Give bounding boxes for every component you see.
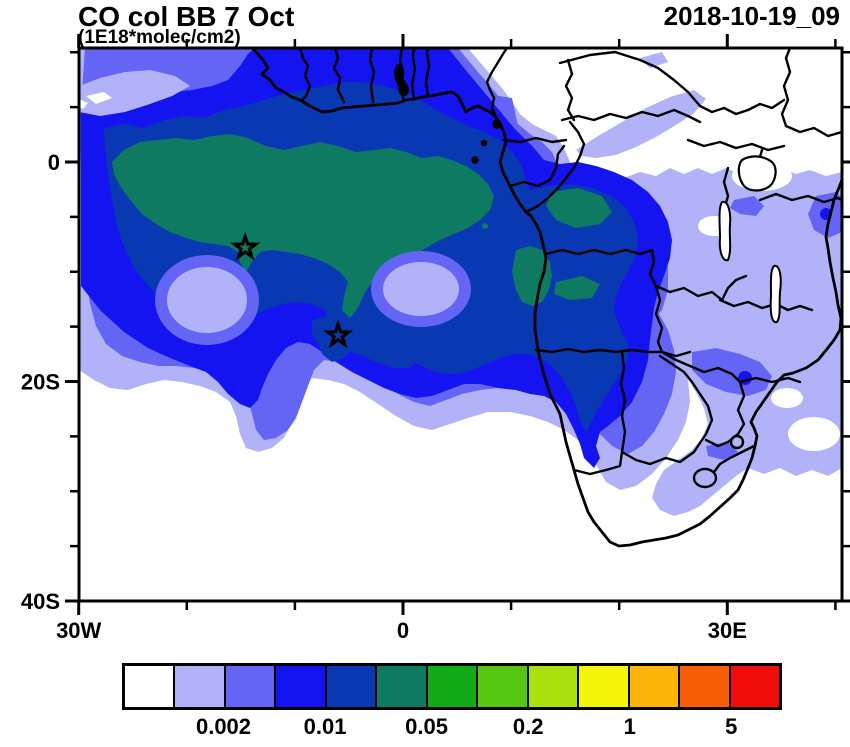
colorbar-labels: 0.002 0.01 0.05 0.2 1 5 (122, 714, 782, 742)
contour-fill-lavender-ne-streak (576, 90, 706, 158)
colorbar-cell (276, 666, 327, 707)
country-border (564, 58, 576, 122)
colorbar (122, 663, 782, 710)
contour-hole-white (788, 417, 840, 451)
contour-streak-lavender (79, 70, 190, 116)
map-frame (77, 46, 844, 603)
contour-hole-white (771, 388, 803, 408)
colorbar-cell (225, 666, 277, 707)
contour-streak-white (79, 99, 88, 109)
country-border (712, 444, 756, 474)
colorbar-cell (579, 666, 630, 707)
country-border (424, 48, 431, 98)
colorbar-cell (528, 666, 580, 707)
country-border (654, 284, 664, 354)
country-border (502, 136, 568, 144)
eswatini-border (729, 434, 745, 450)
country-border (704, 380, 746, 448)
colorbar-tick-label: 0.01 (303, 714, 347, 739)
country-border (784, 124, 842, 138)
contour-fill-teal-main (112, 134, 494, 318)
fire-marker-star (323, 319, 354, 349)
country-border (368, 48, 376, 104)
x-tick-label: 30E (708, 618, 747, 643)
country-border (410, 48, 417, 101)
geography (250, 48, 842, 548)
country-border (332, 48, 346, 104)
country-border (558, 50, 786, 116)
colorbar-cell (629, 666, 681, 707)
plot-title: CO col BB 7 Oct (78, 1, 295, 32)
y-tick-label: 20S (21, 370, 60, 395)
y-tick-label: 40S (21, 589, 60, 614)
island-principe (480, 139, 488, 147)
colorbar-cell (326, 666, 378, 707)
colorbar-tick-label: 1 (623, 714, 636, 739)
island-bioko (492, 119, 502, 129)
lake-tanganyika (718, 200, 732, 262)
country-border (560, 108, 702, 124)
country-border (738, 376, 802, 384)
contour-fill-purple-tanzania-spot (730, 196, 764, 216)
colorbar-cell (730, 666, 780, 707)
country-border (619, 350, 714, 466)
country-border (780, 48, 792, 128)
x-tick-label: 0 (397, 618, 409, 643)
lake-volta (394, 64, 409, 97)
country-border (298, 48, 312, 102)
plot-units-subtitle: (1E18*molec/cm2) (78, 27, 241, 48)
colorbar-tick-label: 0.2 (512, 714, 544, 739)
contour-layers (79, 48, 842, 516)
lake-victoria (737, 155, 777, 192)
fire-markers (230, 231, 354, 349)
x-tick-label: 30W (56, 618, 101, 643)
colorbar-cell (680, 666, 731, 707)
colorbar-cell (175, 666, 226, 707)
country-border (758, 192, 842, 204)
lake-malawi (769, 264, 782, 324)
contour-oval-lavender (167, 267, 247, 333)
contour-fill-teal-inland-2 (554, 276, 600, 300)
lesotho-border (692, 467, 718, 489)
colorbar-tick-label: 5 (725, 714, 738, 739)
country-border (718, 298, 814, 312)
country-border (686, 138, 786, 152)
country-border (544, 248, 724, 302)
map-plot: 30W 0 30E 0 20S 40S (21, 34, 850, 643)
colorbar-cell (478, 666, 529, 707)
colorbar-tick-label: 0.002 (195, 714, 252, 739)
africa-coastline (250, 48, 842, 548)
colorbar-cell (125, 666, 176, 707)
contour-oval-lavender (383, 262, 459, 316)
country-border (485, 48, 509, 119)
country-border (524, 120, 586, 214)
colorbar-tick-label: 0.05 (405, 714, 449, 739)
colorbar-cell (377, 666, 428, 707)
y-tick-label: 0 (48, 150, 60, 175)
axis-tick-labels: 30W 0 30E 0 20S 40S (21, 150, 747, 643)
country-border (660, 350, 742, 384)
contour-fill-teal-coastal (512, 246, 552, 306)
plot-datetime: 2018-10-19_09 (663, 1, 840, 31)
colorbar-cell (427, 666, 479, 707)
country-border (508, 144, 566, 188)
contour-streak-white (86, 92, 112, 104)
contour-fill-purple-zambia (692, 348, 772, 396)
contour-fill-purple-zimbabwe-spot (706, 442, 738, 460)
fire-marker-star (230, 231, 261, 261)
contour-fill-teal-inland-1 (546, 188, 612, 228)
country-border (720, 274, 748, 302)
country-border (572, 450, 624, 476)
island-sao-tome (471, 156, 479, 164)
contour-fill-teal-speck (482, 223, 488, 229)
